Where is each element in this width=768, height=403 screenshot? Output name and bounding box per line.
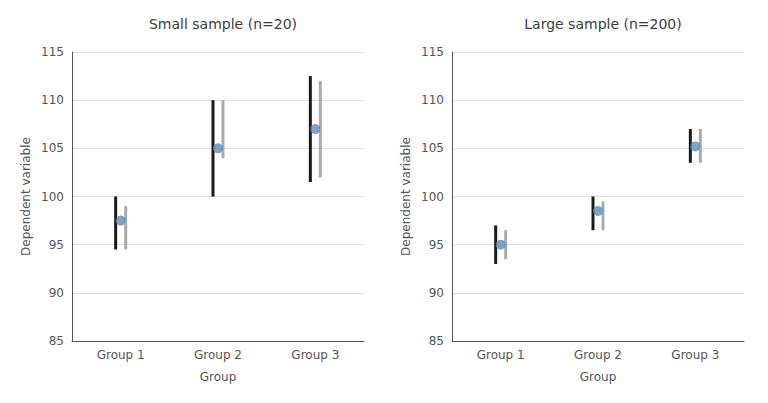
svg-text:115: 115 xyxy=(421,45,444,59)
svg-text:Dependent variable: Dependent variable xyxy=(19,137,33,256)
svg-text:100: 100 xyxy=(41,190,64,204)
svg-text:Small sample (n=20): Small sample (n=20) xyxy=(149,16,297,32)
svg-text:Group 3: Group 3 xyxy=(671,348,719,362)
svg-text:Dependent variable: Dependent variable xyxy=(399,137,413,256)
svg-text:Group: Group xyxy=(200,370,237,384)
svg-text:85: 85 xyxy=(49,334,64,348)
svg-text:Group 2: Group 2 xyxy=(574,348,622,362)
svg-text:90: 90 xyxy=(49,286,64,300)
svg-text:110: 110 xyxy=(41,93,64,107)
svg-text:Group 1: Group 1 xyxy=(97,348,145,362)
svg-text:Group: Group xyxy=(580,370,617,384)
svg-text:90: 90 xyxy=(429,286,444,300)
svg-text:85: 85 xyxy=(429,334,444,348)
svg-text:95: 95 xyxy=(49,238,64,252)
svg-text:95: 95 xyxy=(429,238,444,252)
svg-text:Large sample (n=200): Large sample (n=200) xyxy=(524,16,681,32)
svg-text:105: 105 xyxy=(41,141,64,155)
svg-text:105: 105 xyxy=(421,141,444,155)
svg-text:110: 110 xyxy=(421,93,444,107)
svg-text:Group 3: Group 3 xyxy=(291,348,339,362)
svg-text:Group 2: Group 2 xyxy=(194,348,242,362)
svg-text:115: 115 xyxy=(41,45,64,59)
svg-text:100: 100 xyxy=(421,190,444,204)
svg-text:Group 1: Group 1 xyxy=(477,348,525,362)
